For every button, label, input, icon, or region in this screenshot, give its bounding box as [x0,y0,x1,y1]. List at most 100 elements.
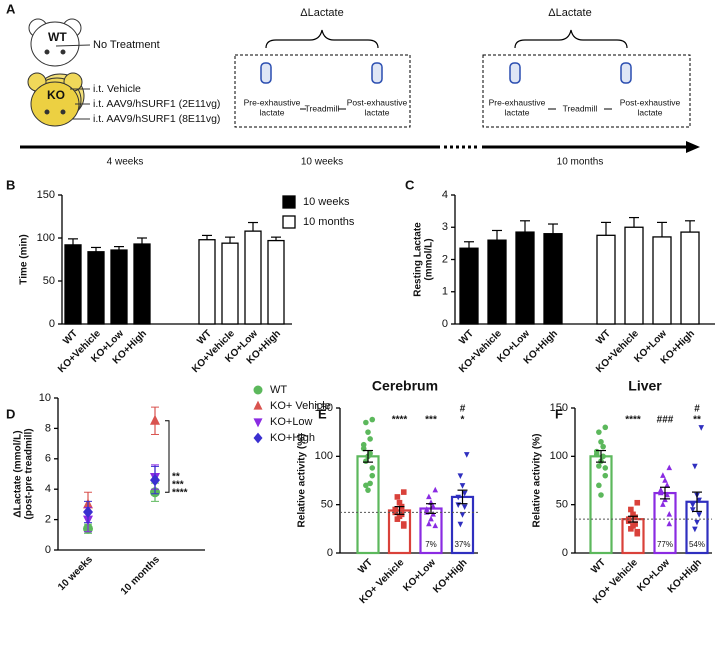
marker [457,473,464,480]
marker [628,526,634,532]
marker [150,414,160,425]
protocol-box [234,29,411,128]
marker [426,493,432,500]
y-axis-label: ΔLactate (mmol/L) [13,430,24,517]
post-label: Post-exhaustive [620,97,681,107]
pre-label: lactate [504,107,529,117]
bar [515,231,535,325]
y-tick-label: 4 [442,189,448,201]
bar [459,247,479,325]
marker [666,464,673,471]
bar [244,230,262,325]
significance: * [461,415,465,426]
x-tick-label: KO+High [666,557,704,595]
marker [396,513,403,520]
marker [400,489,407,495]
marker [369,416,376,423]
y-tick-label: 50 [556,499,568,511]
legend-label: KO+ Vehicle [270,400,331,412]
y-tick-label: 100 [315,450,333,462]
x-tick-label: WT [356,557,375,576]
marker [396,499,403,506]
marker [657,489,664,496]
ko-treatment: i.t. Vehicle [93,83,141,95]
marker [423,506,430,512]
marker [630,523,636,529]
marker [689,507,696,513]
significance: **** [172,488,188,499]
y-axis-label: Time (min) [19,234,30,284]
panel-a: A WT No Treatment KO i.t. Vehicle i.t. A… [6,1,700,168]
timeline-arrow [686,141,700,153]
marker [150,474,160,487]
y-tick-label: 0 [45,544,51,556]
marker [461,504,468,510]
significance: *** [172,480,184,491]
marker [367,480,373,487]
marker [365,487,371,493]
y-tick-label: 0 [442,318,448,330]
panel-label: D [6,406,15,421]
marker [625,518,632,524]
protocol-box [482,29,691,128]
legend-label: 10 months [303,216,355,228]
marker [392,506,399,513]
y-tick-label: 150 [315,402,333,414]
marker [664,481,670,488]
marker [630,511,636,518]
marker [369,472,376,479]
x-tick-label: WT [61,328,80,347]
y-tick-label: 100 [37,232,55,244]
bar [64,244,82,325]
panel-label: B [6,177,15,192]
marker [596,482,602,489]
timepoint: 10 weeks [301,157,343,168]
marker [459,483,466,489]
bar [652,236,672,325]
y-tick-label: 6 [45,453,51,465]
marker [392,509,399,516]
bar [267,239,285,325]
wt-label: WT [48,30,67,44]
marker [360,441,367,448]
pre-label: Pre-exhaustive [244,97,301,107]
marker [463,452,470,458]
marker [253,432,263,444]
legend-label: 10 weeks [303,196,350,208]
bar [198,239,216,325]
marker [602,424,609,431]
y-tick-label: 0 [327,547,333,559]
bar [110,249,128,325]
marker [596,429,602,435]
marker [253,400,263,410]
y-tick-label: 2 [442,253,448,265]
percent-label: 54% [689,540,705,549]
x-tick-label: KO+High [431,557,469,595]
marker [394,494,401,500]
marker [461,490,468,497]
y-tick-label: 2 [45,514,51,526]
y-tick-label: 0 [562,547,568,559]
marker [428,515,434,522]
chart-title: Liver [628,378,662,394]
legend-label: WT [270,384,287,396]
bar [680,231,700,325]
delta-label: ΔLactate [300,7,343,19]
marker [593,451,600,458]
bar [133,243,151,325]
ko-label: KO [47,88,65,102]
ko-treatment: i.t. AAV9/hSURF1 (8E11vg) [93,113,220,125]
timepoint: 4 weeks [107,157,144,168]
marker [694,519,700,526]
y-tick-label: 1 [442,286,448,298]
panel-label: A [6,1,16,16]
y-tick-label: 8 [45,422,51,434]
marker [455,494,462,501]
marker [692,526,698,533]
y-axis-label: Relative activity (%) [532,434,543,528]
x-tick-label: WT [195,328,214,347]
marker [253,418,263,428]
x-tick-label: 10 months [119,554,162,597]
marker [432,522,439,529]
